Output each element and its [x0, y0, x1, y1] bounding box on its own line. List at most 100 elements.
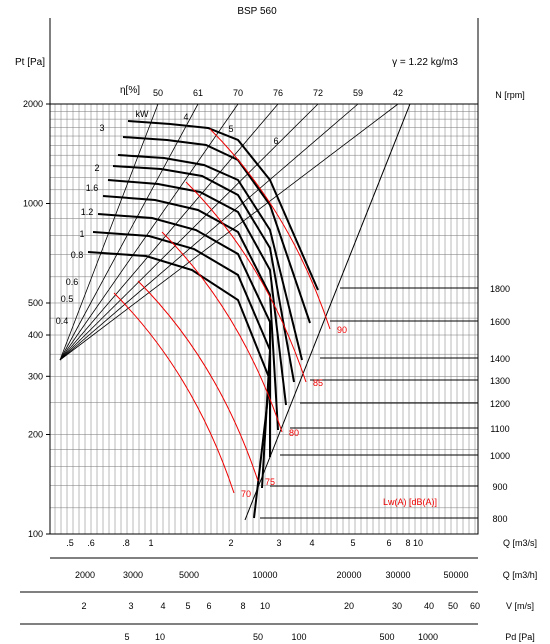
density-label: γ = 1.22 kg/m3 [392, 57, 458, 68]
efficiency-line [59, 103, 359, 361]
q-m3s-tick-label: 2 [228, 538, 233, 548]
efficiency-label: 50 [153, 88, 163, 98]
v-tick-label: 2 [81, 601, 86, 611]
efficiency-line [59, 103, 159, 361]
noise-contour [161, 231, 283, 433]
q-m3s-tick-label: 6 [386, 538, 391, 548]
rpm-curves [87, 120, 331, 519]
y-tick-label: 200 [28, 430, 43, 440]
q-m3h-axis-label: Q [m3/h] [503, 570, 538, 580]
pd-tick-label: 500 [379, 632, 394, 642]
efficiency-line [59, 103, 319, 361]
rpm-curve [92, 231, 272, 489]
q-m3s-tick-label: 8 [405, 538, 410, 548]
rpm-label: 1800 [490, 284, 510, 294]
y-tick-label: 400 [28, 330, 43, 340]
power-top-label: 5 [228, 124, 233, 134]
y-tick-label: 100 [28, 529, 43, 539]
noise-contour [113, 292, 235, 494]
noise-contour [137, 280, 259, 482]
efficiency-line [59, 103, 199, 361]
power-unit-label: kW [136, 109, 150, 119]
noise-label: 90 [337, 325, 347, 335]
rpm-curve [107, 179, 287, 406]
power-label: 0.5 [61, 294, 74, 304]
noise-label: 85 [313, 378, 323, 388]
v-tick-label: 50 [448, 601, 458, 611]
q-m3s-tick-label: .6 [87, 538, 95, 548]
plot-frame [49, 103, 479, 535]
rpm-label: 1100 [490, 424, 509, 434]
v-axis-label: V [m/s] [506, 601, 534, 611]
q-m3h-tick-label: 50000 [443, 570, 468, 580]
noise-contour [185, 181, 307, 383]
chart-labels: 50 61 70 76 72 59 4218001600140013001200110010… [15, 6, 537, 642]
y-axis-label: Pt [Pa] [15, 57, 45, 68]
v-tick-label: 5 [185, 601, 190, 611]
v-tick-label: 40 [424, 601, 434, 611]
q-m3s-tick-label: 10 [413, 538, 423, 548]
power-label: 1.2 [81, 207, 94, 217]
rpm-label: 1600 [490, 317, 510, 327]
q-m3h-tick-label: 10000 [252, 570, 277, 580]
q-m3s-tick-label: .5 [66, 538, 74, 548]
chart-title: BSP 560 [237, 6, 277, 17]
rpm-label: 1200 [490, 399, 510, 409]
q-m3h-tick-label: 30000 [385, 570, 410, 580]
rpm-label: 1300 [490, 376, 510, 386]
y-tick-label: 300 [28, 371, 43, 381]
noise-label: 80 [289, 428, 299, 438]
efficiency-line [59, 103, 239, 361]
v-tick-label: 60 [470, 601, 480, 611]
v-tick-label: 4 [160, 601, 165, 611]
v-tick-label: 20 [344, 601, 354, 611]
power-label: 3 [99, 123, 104, 133]
efficiency-label: 72 [313, 88, 323, 98]
rpm-label: 900 [492, 482, 507, 492]
rpm-label: 800 [492, 514, 507, 524]
rpm-label: 1000 [490, 451, 510, 461]
pd-tick-label: 10 [155, 632, 165, 642]
pd-axis-label: Pd [Pa] [505, 632, 535, 642]
efficiency-label: 42 [393, 88, 403, 98]
efficiency-label: 70 [233, 88, 243, 98]
rpm-curve [102, 195, 279, 431]
y-tick-label: 2000 [23, 99, 43, 109]
power-top-label: 6 [273, 136, 278, 146]
y-tick-label: 1000 [23, 198, 43, 208]
efficiency-label: 59 [353, 88, 363, 98]
q-m3s-tick-label: 3 [276, 538, 281, 548]
efficiency-line [59, 103, 279, 361]
chart-grid [20, 18, 479, 625]
rpm-curve [122, 136, 311, 324]
power-top-label: 4 [183, 112, 188, 122]
q-m3h-tick-label: 20000 [336, 570, 361, 580]
y-tick-label: 500 [28, 298, 43, 308]
noise-label: 70 [241, 489, 251, 499]
pd-tick-label: 1000 [418, 632, 438, 642]
power-label: 0.4 [56, 316, 69, 326]
noise-contour [209, 128, 331, 330]
power-label: 1.6 [86, 183, 99, 193]
power-label: 0.8 [71, 250, 84, 260]
efficiency-label: 76 [273, 88, 283, 98]
pd-tick-label: 5 [124, 632, 129, 642]
q-m3s-tick-label: .8 [122, 538, 130, 548]
v-tick-label: 30 [392, 601, 402, 611]
rpm-curve [127, 120, 319, 291]
v-tick-label: 3 [128, 601, 133, 611]
rpm-curve [112, 165, 295, 383]
efficiency-label: 61 [193, 88, 203, 98]
q-m3s-tick-label: 4 [309, 538, 314, 548]
v-tick-label: 6 [206, 601, 211, 611]
rpm-label: 1400 [490, 354, 510, 364]
limit-line [244, 103, 411, 521]
noise-legend: Lw(A) [dB(A)] [383, 497, 437, 507]
v-tick-label: 10 [260, 601, 270, 611]
power-label: 1 [79, 229, 84, 239]
noise-label: 75 [265, 477, 275, 487]
v-tick-label: 8 [240, 601, 245, 611]
q-m3h-tick-label: 2000 [75, 570, 95, 580]
efficiency-axis-label: η[%] [120, 85, 140, 96]
